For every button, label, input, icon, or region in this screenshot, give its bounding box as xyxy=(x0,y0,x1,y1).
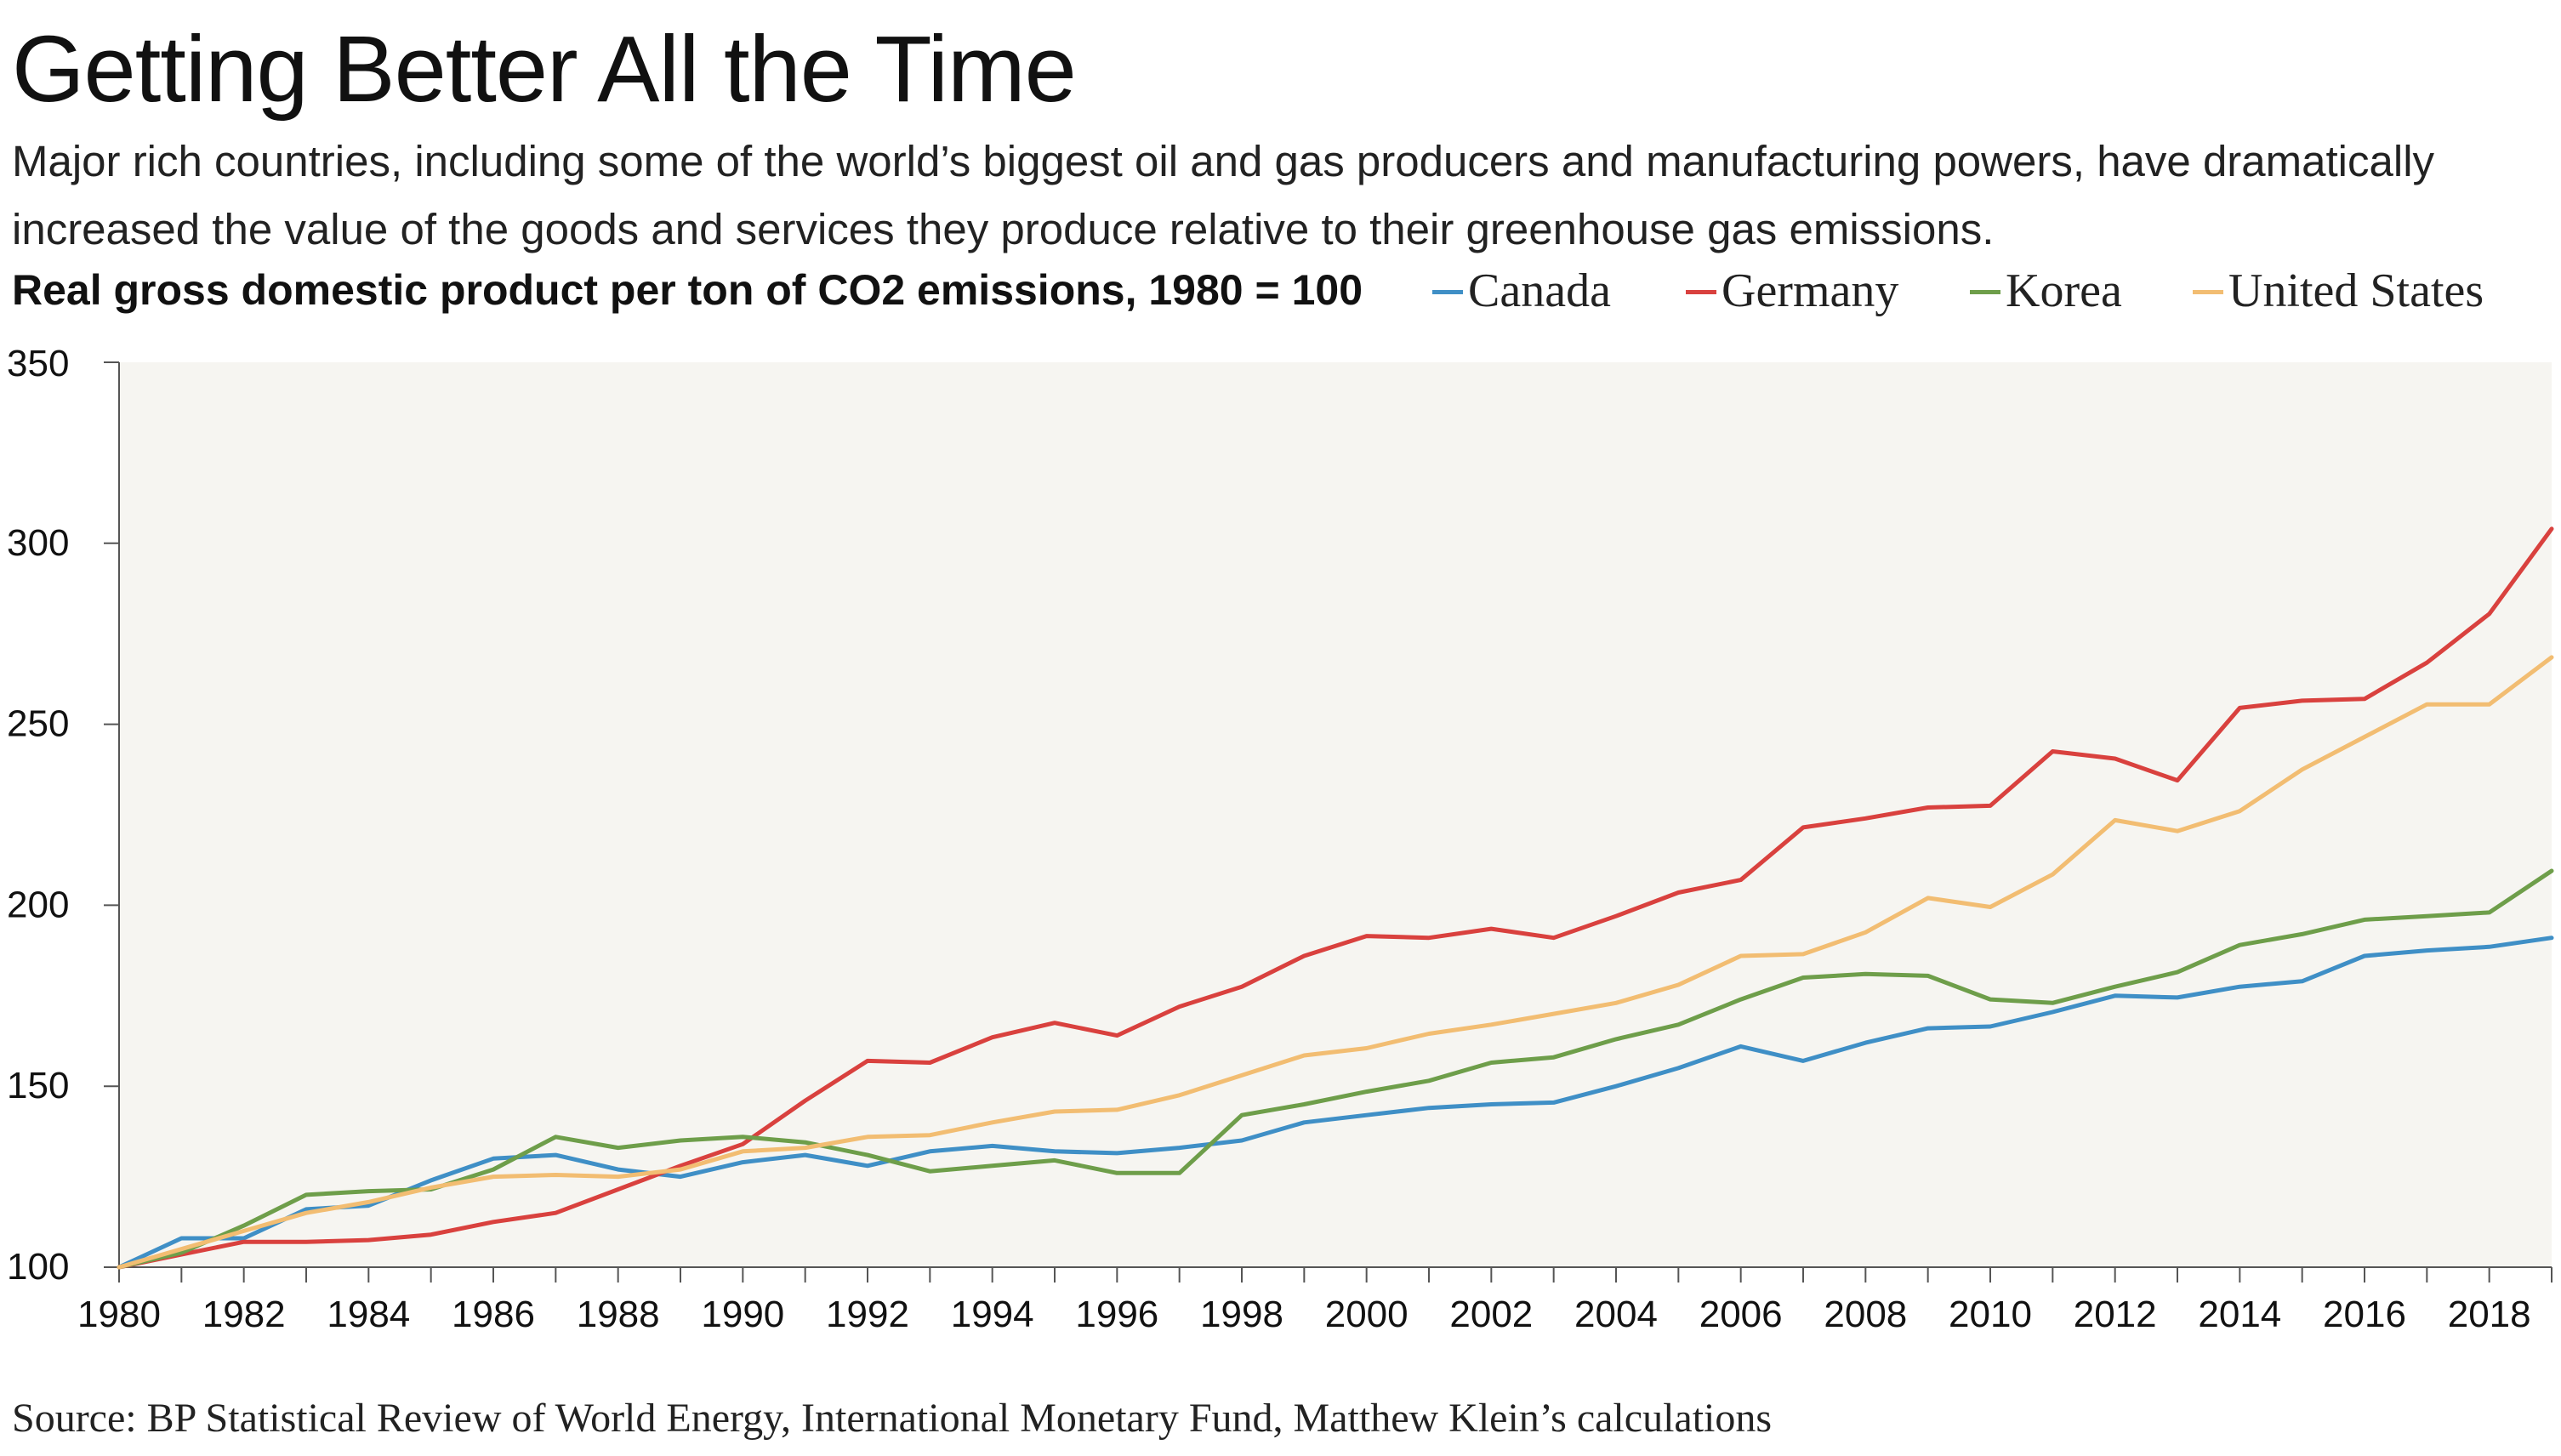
axes: 100 150 200 250 300 350 1980 1982 1984 1986 1988 19… xyxy=(7,343,2552,1335)
series-line-canada xyxy=(117,936,2554,1270)
x-tick-label: 1988 xyxy=(577,1294,660,1335)
legend-item-germany: Germany xyxy=(1686,264,1898,318)
x-tick-label: 2008 xyxy=(1824,1294,1907,1335)
legend-label-korea: Korea xyxy=(2006,264,2122,317)
series-lines xyxy=(117,526,2554,1270)
x-tick-label: 1986 xyxy=(452,1294,535,1335)
chart-subtitle: Major rich countries, including some of … xyxy=(12,137,2435,253)
x-tick-label: 2012 xyxy=(2074,1294,2157,1335)
x-tick-label: 2010 xyxy=(1949,1294,2032,1335)
x-tick-label: 2018 xyxy=(2448,1294,2531,1335)
x-tick-label: 2004 xyxy=(1574,1294,1658,1335)
x-tick-label: 2000 xyxy=(1325,1294,1409,1335)
legend-swatch-united-states xyxy=(2193,289,2223,294)
legend-swatch-canada xyxy=(1432,289,1463,294)
y-tick-label: 300 xyxy=(7,522,69,564)
y-tick-label: 250 xyxy=(7,703,69,745)
chart-title: Getting Better All the Time xyxy=(12,17,1077,122)
x-tick-label: 2002 xyxy=(1449,1294,1533,1335)
x-tick-label: 2006 xyxy=(1699,1294,1783,1335)
x-tick-label: 1982 xyxy=(202,1294,286,1335)
x-tick-label: 1992 xyxy=(826,1294,909,1335)
legend-label-canada: Canada xyxy=(1468,264,1611,317)
legend-label-united-states: United States xyxy=(2228,264,2484,317)
y-tick-label: 200 xyxy=(7,884,69,925)
series-line-united-states xyxy=(117,655,2554,1270)
source-note: Source: BP Statistical Review of World E… xyxy=(12,1396,1773,1441)
x-tick-label: 1996 xyxy=(1075,1294,1158,1335)
x-tick-label: 2016 xyxy=(2323,1294,2406,1335)
legend-label-germany: Germany xyxy=(1722,264,1899,317)
y-tick-label: 350 xyxy=(7,343,69,384)
y-tick-label: 150 xyxy=(7,1065,69,1106)
chart-measure-label: Real gross domestic product per ton of C… xyxy=(12,266,1363,314)
y-tick-label: 100 xyxy=(7,1246,69,1288)
plot-area xyxy=(119,362,2552,1267)
x-tick-label: 1994 xyxy=(951,1294,1034,1335)
legend-item-united-states: United States xyxy=(2193,264,2484,318)
series-line-korea xyxy=(117,868,2554,1270)
x-tick-label: 1984 xyxy=(327,1294,410,1335)
x-tick-label: 2014 xyxy=(2198,1294,2281,1335)
series-line-germany xyxy=(117,526,2554,1270)
legend-swatch-korea xyxy=(1970,289,2000,294)
x-tick-label: 1980 xyxy=(77,1294,161,1335)
legend-swatch-germany xyxy=(1686,289,1716,294)
legend-item-korea: Korea xyxy=(1970,264,2122,318)
legend-item-canada: Canada xyxy=(1432,264,1611,318)
x-tick-label: 1998 xyxy=(1200,1294,1283,1335)
x-tick-label: 1990 xyxy=(701,1294,784,1335)
